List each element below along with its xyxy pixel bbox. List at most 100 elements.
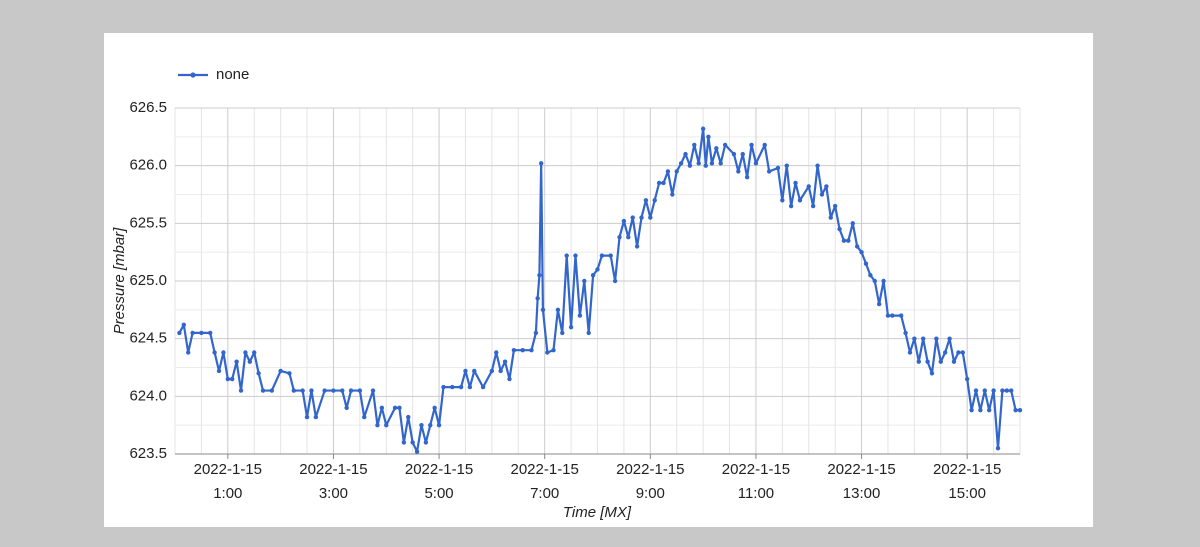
data-point (414, 449, 420, 454)
data-point (797, 198, 803, 203)
x-tick-label: 2022-1-15 (194, 461, 262, 478)
data-point (256, 371, 261, 376)
data-point (731, 151, 737, 157)
data-point (740, 151, 745, 157)
data-point (573, 253, 578, 258)
data-point (744, 175, 750, 180)
data-point (863, 261, 869, 266)
data-point (348, 388, 354, 393)
data-point (472, 368, 477, 374)
data-point (190, 330, 195, 336)
data-point (313, 414, 319, 420)
data-point (234, 359, 239, 364)
data-point (221, 350, 226, 355)
data-point (545, 350, 550, 355)
x-tick-label: 5:00 (424, 485, 453, 502)
data-point (938, 359, 943, 364)
x-tick-label: 2022-1-15 (616, 461, 684, 478)
data-point (1017, 407, 1023, 413)
data-point (540, 307, 546, 313)
y-tick-label: 624.5 (129, 330, 167, 347)
data-point (401, 440, 407, 445)
x-tick-label: 11:00 (738, 485, 774, 502)
data-point (199, 330, 204, 336)
data-point (577, 313, 583, 318)
data-point (494, 350, 499, 355)
data-point (243, 350, 248, 355)
data-point (551, 348, 556, 353)
x-tick-label: 15:00 (948, 485, 986, 502)
x-tick-label: 13:00 (843, 485, 881, 502)
data-point (216, 368, 222, 374)
data-point (982, 388, 987, 393)
data-point (260, 388, 266, 393)
data-point (247, 359, 253, 364)
data-point (942, 350, 948, 355)
data-point (406, 414, 411, 420)
data-point (555, 307, 561, 313)
data-point (683, 151, 688, 157)
data-point (661, 180, 666, 186)
data-point (868, 273, 873, 278)
data-point (586, 330, 591, 336)
data-point (441, 384, 446, 390)
data-point (1008, 388, 1014, 393)
data-point (467, 384, 473, 390)
data-point (841, 238, 847, 243)
data-point (648, 215, 653, 220)
data-point (612, 278, 618, 284)
data-point (568, 324, 574, 330)
x-tick-label: 2022-1-15 (510, 461, 578, 478)
data-point (964, 376, 970, 382)
data-point (766, 169, 772, 174)
data-point (533, 330, 539, 336)
data-point (929, 371, 935, 376)
data-point (186, 350, 191, 355)
data-point (595, 267, 600, 272)
data-point (703, 163, 708, 168)
data-point (384, 422, 389, 428)
data-point (1004, 388, 1009, 393)
data-point (700, 126, 706, 131)
data-point (630, 215, 635, 220)
data-point (687, 163, 693, 168)
data-point (859, 249, 864, 255)
data-point (590, 273, 596, 278)
data-point (344, 405, 349, 411)
data-point (846, 238, 851, 243)
data-point (617, 234, 622, 240)
data-point (722, 142, 728, 148)
data-point (828, 215, 833, 220)
legend-label: none (216, 66, 249, 83)
data-point (463, 368, 468, 374)
data-point (907, 350, 913, 355)
data-point (903, 330, 908, 336)
y-tick-label: 626.0 (129, 157, 167, 174)
data-point (934, 336, 939, 341)
data-point (639, 215, 644, 220)
data-point (1013, 407, 1018, 413)
data-point (535, 296, 540, 301)
data-point (538, 161, 544, 166)
data-point (670, 192, 675, 197)
data-point (560, 330, 565, 336)
y-tick-label: 626.5 (129, 99, 167, 116)
data-point (397, 405, 402, 411)
data-point (850, 221, 855, 226)
data-point (634, 244, 640, 249)
data-point (718, 161, 723, 166)
data-point (432, 405, 437, 411)
data-point (925, 359, 930, 364)
data-point (458, 384, 464, 390)
data-point (643, 198, 649, 203)
data-point (978, 407, 983, 413)
data-point (379, 405, 385, 411)
data-point (837, 226, 842, 232)
data-point (986, 407, 992, 413)
data-point (973, 388, 979, 393)
data-point (480, 384, 486, 390)
x-tick-label: 7:00 (530, 485, 559, 502)
data-point (291, 388, 297, 393)
data-point (652, 198, 657, 203)
data-point (995, 446, 1001, 451)
